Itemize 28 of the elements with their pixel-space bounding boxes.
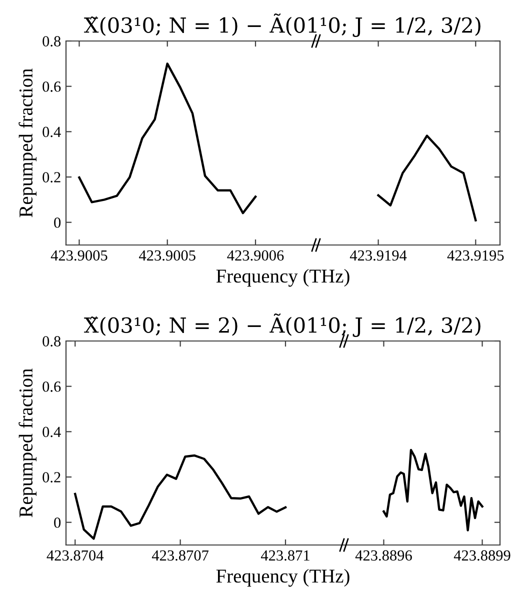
y-axis-title: Repumped fraction [18,368,36,518]
line-series [78,62,257,214]
line-series [74,454,287,540]
x-tick-label: 423.871 [260,550,310,561]
x-tick-label: 423.9195 [447,250,504,261]
x-tick-label: 423.8899 [454,550,510,561]
y-tick-label: 0 [54,517,61,528]
x-tick-label: 423.8896 [355,550,412,561]
y-tick-label: 0.8 [42,36,61,47]
x-tick-label: 423.9005 [50,250,108,261]
y-tick-label: 0.4 [42,426,61,438]
chart-title: X̃(03¹0; N = 2) − Ã(01¹0; J = 1/2, 3/2) [84,314,480,337]
y-tick-label: 0.4 [42,126,61,138]
x-tick-label: 423.8707 [152,550,209,561]
y-tick-label: 0.6 [42,81,61,92]
y-tick-label: 0.2 [42,172,60,183]
x-tick-label: 423.8704 [46,550,104,561]
x-tick-label: 423.9194 [350,250,407,261]
y-axis-title: Repumped fraction [18,68,36,218]
y-tick-label: 0.8 [42,336,61,347]
x-tick-label: 423.9005 [139,250,196,261]
chart-title: X̃(03¹0; N = 1) − Ã(01¹0; J = 1/2, 3/2) [84,14,480,37]
x-tick-label: 423.9006 [227,250,284,261]
y-tick-label: 0.6 [42,381,61,392]
x-axis-title: Frequency (THz) [216,269,350,287]
x-axis-title: Frequency (THz) [216,569,350,587]
y-tick-label: 0.2 [42,472,60,483]
y-tick-label: 0 [54,217,61,228]
